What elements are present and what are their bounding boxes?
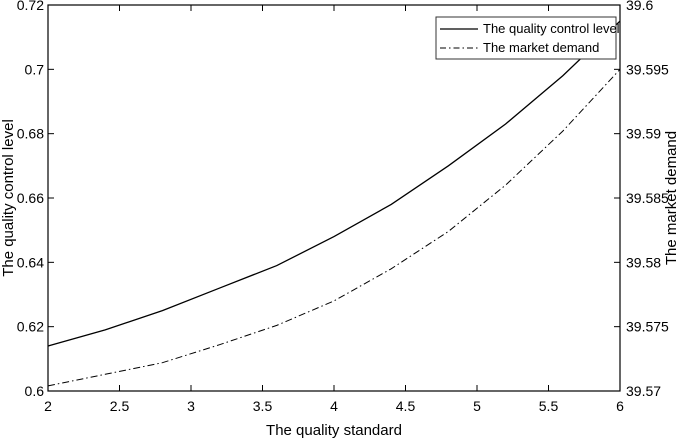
y-tick-label: 0.64 [17, 254, 44, 270]
y-tick-label: 0.66 [17, 190, 44, 206]
x-axis-ticks: 2 2.5 3 3.5 4 4.5 5 5.5 6 [44, 5, 624, 414]
legend-item-market-demand: The market demand [483, 40, 599, 55]
x-tick-label: 2 [44, 398, 52, 414]
y2-tick-label: 39.59 [626, 126, 661, 142]
x-tick-label: 3 [187, 398, 195, 414]
y-tick-label: 0.6 [25, 383, 45, 399]
legend: The quality control level The market dem… [435, 16, 620, 60]
series-line-1 [47, 68, 621, 387]
y-tick-label: 0.7 [25, 61, 45, 77]
y2-tick-label: 39.58 [626, 254, 661, 270]
y-tick-label: 0.72 [17, 0, 44, 13]
y2-tick-label: 39.585 [626, 190, 669, 206]
legend-item-quality-control: The quality control level [483, 21, 620, 36]
y2-tick-label: 39.575 [626, 319, 669, 335]
x-tick-label: 3.5 [253, 398, 273, 414]
y-tick-label: 0.62 [17, 319, 44, 335]
x-tick-label: 5 [473, 398, 481, 414]
series-lines [47, 20, 621, 387]
x-tick-label: 5.5 [539, 398, 559, 414]
y2-tick-label: 39.6 [626, 0, 653, 13]
y-axis-left-ticks: 0.6 0.62 0.64 0.66 0.68 0.7 0.72 [17, 0, 54, 399]
y2-tick-label: 39.57 [626, 383, 661, 399]
x-tick-label: 4.5 [396, 398, 416, 414]
y-axis-right-label: The market demand [663, 131, 680, 265]
x-tick-label: 2.5 [110, 398, 130, 414]
series-line-0 [47, 20, 621, 347]
x-tick-label: 4 [330, 398, 338, 414]
y2-tick-label: 39.595 [626, 61, 669, 77]
x-axis-label: The quality standard [266, 422, 402, 439]
y-axis-left-label: The quality control level [0, 119, 17, 277]
y-axis-right-ticks: 39.57 39.575 39.58 39.585 39.59 39.595 39.6 [614, 0, 669, 399]
x-tick-label: 6 [616, 398, 624, 414]
y-tick-label: 0.68 [17, 126, 44, 142]
plot-area [47, 4, 621, 392]
